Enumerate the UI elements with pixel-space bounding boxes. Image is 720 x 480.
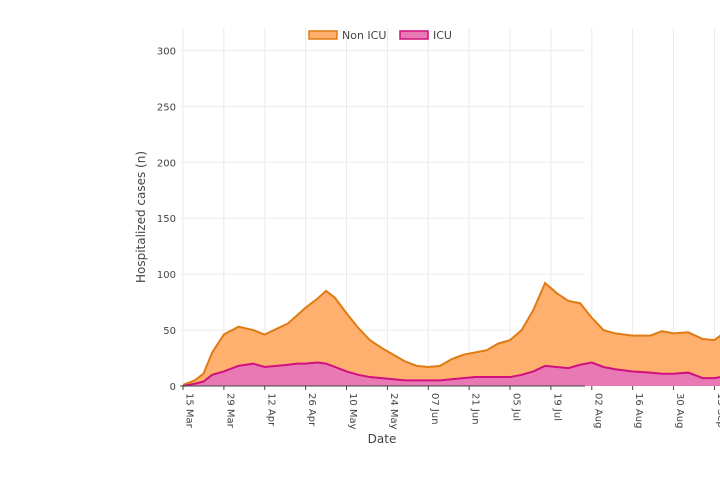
x-tick-label: 13 Sep	[715, 393, 720, 428]
x-axis-title: Date	[368, 432, 397, 446]
x-tick-label: 12 Apr	[265, 393, 276, 427]
x-tick-label: 05 Jul	[511, 393, 522, 421]
y-tick-label: 150	[157, 214, 176, 225]
x-tick-label: 21 Jun	[470, 393, 481, 425]
icu-line	[182, 361, 720, 387]
y-tick-label: 200	[157, 158, 176, 169]
y-tick-label: 100	[157, 270, 176, 281]
legend[interactable]: Non ICU ICU	[308, 29, 452, 42]
x-tick-label: 26 Apr	[306, 393, 317, 427]
axes: 0 50 100 150 200 250 300 15 Mar 29 Mar 12 Apr 26 A…	[157, 46, 720, 429]
legend-label: Non ICU	[342, 29, 386, 42]
x-tick-label: 30 Aug	[674, 393, 685, 428]
y-axis-title: Hospitalized cases (n)	[134, 151, 148, 283]
non-icu-area	[183, 283, 720, 386]
non-icu-line	[182, 281, 720, 386]
x-tick-label: 19 Jul	[551, 393, 562, 421]
x-tick-label: 02 Aug	[592, 393, 603, 428]
y-tick-label: 0	[170, 382, 176, 393]
x-tick-label: 10 May	[347, 393, 358, 430]
x-tick-label: 07 Jun	[429, 393, 440, 425]
y-tick-label: 50	[163, 326, 176, 337]
y-tick-label: 300	[157, 46, 176, 57]
legend-item-non-icu[interactable]: Non ICU	[308, 29, 386, 42]
x-tick-label: 15 Mar	[184, 393, 195, 429]
grid	[180, 28, 715, 387]
x-tick-label: 29 Mar	[224, 393, 235, 429]
plot-areas	[182, 281, 720, 387]
x-tick-label: 16 Aug	[633, 393, 644, 428]
legend-label: ICU	[433, 29, 452, 42]
legend-swatch	[308, 30, 338, 40]
x-tick-label: 24 May	[388, 393, 399, 430]
legend-swatch	[399, 30, 429, 40]
y-tick-label: 250	[157, 102, 176, 113]
legend-item-icu[interactable]: ICU	[399, 29, 452, 42]
icu-area	[183, 362, 720, 386]
